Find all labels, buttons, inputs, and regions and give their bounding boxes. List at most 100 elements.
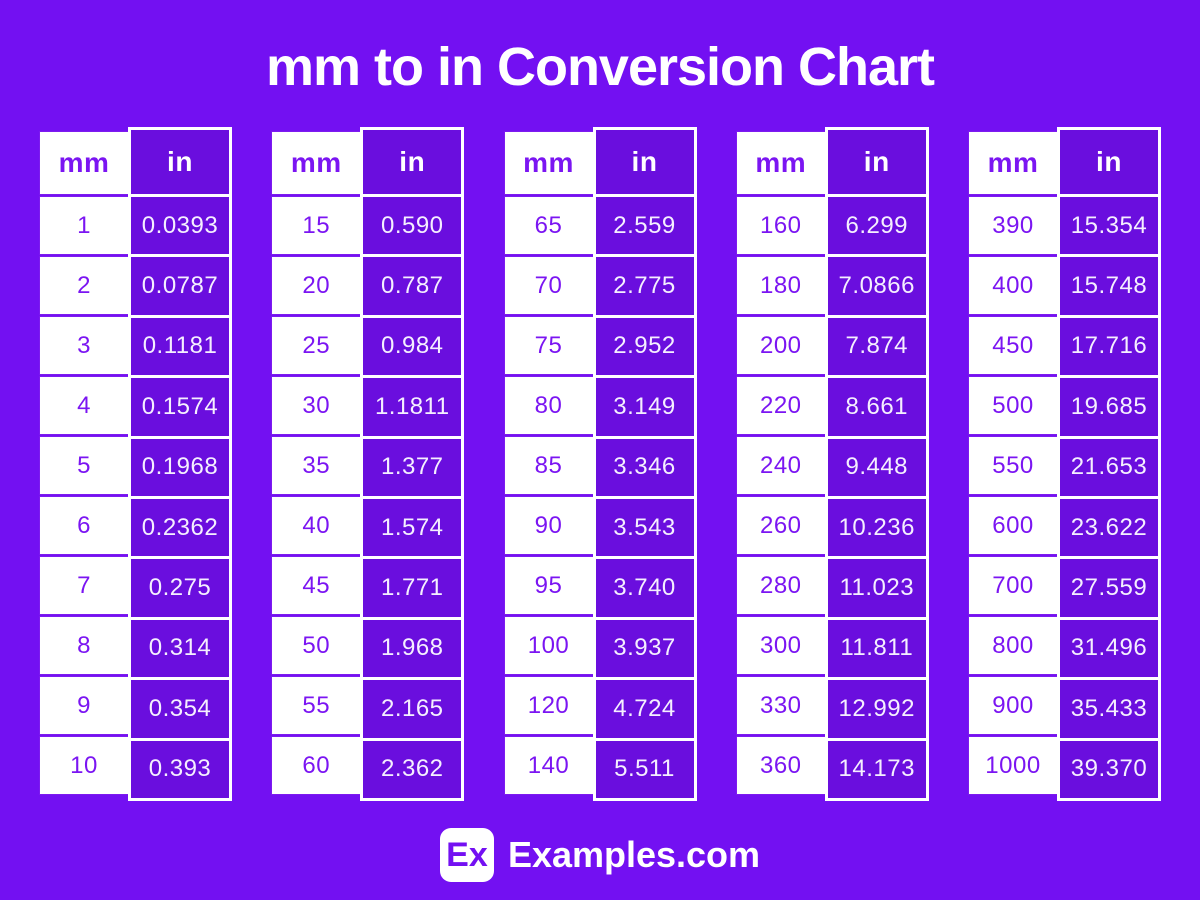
- mm-value-cell: 390: [968, 196, 1058, 255]
- in-value-cell: 23.622: [1060, 499, 1158, 557]
- in-header-cell: in: [827, 130, 926, 194]
- in-value-cell: 0.2362: [131, 499, 229, 557]
- mm-header-cell: mm: [271, 131, 362, 195]
- in-value-cell: 2.952: [595, 317, 694, 376]
- in-value-cell: 0.1574: [131, 378, 229, 436]
- mm-header-cell: mm: [39, 131, 129, 195]
- in-value-cell: 0.787: [363, 257, 462, 315]
- in-value-cell: 14.173: [827, 740, 926, 798]
- mm-value-cell: 700: [968, 556, 1058, 615]
- in-value-cell: 15.748: [1060, 257, 1158, 315]
- mm-value-cell: 90: [503, 496, 594, 555]
- mm-value-cell: 1000: [968, 736, 1058, 795]
- in-value-cell: 2.165: [363, 680, 462, 738]
- mm-value-cell: 900: [968, 676, 1058, 735]
- mm-value-cell: 500: [968, 376, 1058, 435]
- mm-value-cell: 600: [968, 496, 1058, 555]
- logo-text: Ex: [446, 835, 488, 874]
- in-header-cell: in: [595, 130, 694, 194]
- in-value-cell: 2.362: [363, 740, 462, 798]
- in-value-cell: 0.354: [131, 680, 229, 738]
- in-value-cell: 11.811: [827, 619, 926, 678]
- mm-header-cell: mm: [503, 131, 594, 195]
- mm-value-cell: 35: [271, 436, 362, 495]
- conversion-table: mm 15 20 25 30 35 40 45 50 55 60 in 0.590 0.787 0.984…: [271, 127, 465, 801]
- in-column: in 2.559 2.775 2.952 3.149 3.346 3.543 3.740 3.9…: [592, 127, 697, 801]
- mm-value-cell: 85: [503, 436, 594, 495]
- in-header-cell: in: [363, 130, 462, 194]
- conversion-table: mm 65 70 75 80 85 90 95 100 120 140 in 2.559 2.775 2.…: [503, 127, 697, 801]
- mm-value-cell: 240: [735, 436, 826, 495]
- in-value-cell: 4.724: [595, 680, 694, 738]
- mm-value-cell: 75: [503, 316, 594, 375]
- in-value-cell: 0.984: [363, 317, 462, 376]
- mm-value-cell: 220: [735, 376, 826, 435]
- in-value-cell: 1.574: [363, 499, 462, 557]
- in-value-cell: 8.661: [827, 378, 926, 436]
- in-value-cell: 19.685: [1060, 378, 1158, 436]
- mm-header-cell: mm: [735, 131, 826, 195]
- in-value-cell: 39.370: [1060, 740, 1158, 798]
- mm-value-cell: 80: [503, 376, 594, 435]
- in-value-cell: 5.511: [595, 740, 694, 798]
- in-value-cell: 2.775: [595, 257, 694, 315]
- brand-name: Examples.com: [507, 834, 761, 875]
- in-value-cell: 3.543: [595, 499, 694, 557]
- mm-column: mm 1 2 3 4 5 6 7 8 9 10: [39, 131, 129, 795]
- in-value-cell: 0.393: [131, 740, 229, 798]
- in-header-cell: in: [131, 130, 229, 194]
- mm-value-cell: 2: [39, 256, 129, 315]
- mm-value-cell: 140: [503, 736, 594, 795]
- mm-column: mm 65 70 75 80 85 90 95 100 120 140: [503, 131, 594, 795]
- mm-value-cell: 3: [39, 316, 129, 375]
- in-header-cell: in: [1060, 130, 1158, 194]
- footer-brand: Ex Examples.com: [0, 828, 1200, 882]
- in-value-cell: 31.496: [1060, 619, 1158, 678]
- mm-value-cell: 8: [39, 616, 129, 675]
- in-column: in 6.299 7.0866 7.874 8.661 9.448 10.236 11.023…: [824, 127, 929, 801]
- in-value-cell: 2.559: [595, 197, 694, 255]
- mm-value-cell: 95: [503, 556, 594, 615]
- in-column: in 0.590 0.787 0.984 1.1811 1.377 1.574 1.771 1.…: [360, 127, 465, 801]
- mm-value-cell: 70: [503, 256, 594, 315]
- mm-value-cell: 60: [271, 736, 362, 795]
- in-value-cell: 3.149: [595, 378, 694, 436]
- mm-value-cell: 65: [503, 196, 594, 255]
- in-value-cell: 7.874: [827, 317, 926, 376]
- mm-value-cell: 5: [39, 436, 129, 495]
- in-value-cell: 0.0787: [131, 257, 229, 315]
- in-value-cell: 10.236: [827, 499, 926, 557]
- in-value-cell: 0.0393: [131, 197, 229, 255]
- conversion-table: mm 390 400 450 500 550 600 700 800 900 1000 in 15.3…: [968, 127, 1161, 801]
- mm-value-cell: 10: [39, 736, 129, 795]
- mm-value-cell: 25: [271, 316, 362, 375]
- mm-column: mm 390 400 450 500 550 600 700 800 900 1000: [968, 131, 1058, 795]
- in-value-cell: 11.023: [827, 559, 926, 617]
- mm-value-cell: 30: [271, 376, 362, 435]
- in-value-cell: 3.937: [595, 619, 694, 678]
- mm-value-cell: 300: [735, 616, 826, 675]
- mm-column: mm 15 20 25 30 35 40 45 50 55 60: [271, 131, 362, 795]
- in-value-cell: 1.771: [363, 559, 462, 617]
- in-value-cell: 7.0866: [827, 257, 926, 315]
- in-value-cell: 12.992: [827, 680, 926, 738]
- in-value-cell: 9.448: [827, 438, 926, 496]
- mm-value-cell: 7: [39, 556, 129, 615]
- mm-value-cell: 160: [735, 196, 826, 255]
- mm-value-cell: 55: [271, 676, 362, 735]
- in-value-cell: 1.1811: [363, 378, 462, 436]
- in-value-cell: 3.740: [595, 559, 694, 617]
- mm-value-cell: 6: [39, 496, 129, 555]
- conversion-tables: mm 1 2 3 4 5 6 7 8 9 10 in 0.0393 0.0787 0.1181 0.1574…: [39, 127, 1161, 801]
- mm-value-cell: 15: [271, 196, 362, 255]
- mm-value-cell: 50: [271, 616, 362, 675]
- mm-value-cell: 280: [735, 556, 826, 615]
- mm-value-cell: 9: [39, 676, 129, 735]
- in-value-cell: 27.559: [1060, 559, 1158, 617]
- mm-value-cell: 120: [503, 676, 594, 735]
- mm-value-cell: 450: [968, 316, 1058, 375]
- mm-value-cell: 550: [968, 436, 1058, 495]
- mm-value-cell: 20: [271, 256, 362, 315]
- page-title: mm to in Conversion Chart: [265, 37, 935, 97]
- mm-value-cell: 800: [968, 616, 1058, 675]
